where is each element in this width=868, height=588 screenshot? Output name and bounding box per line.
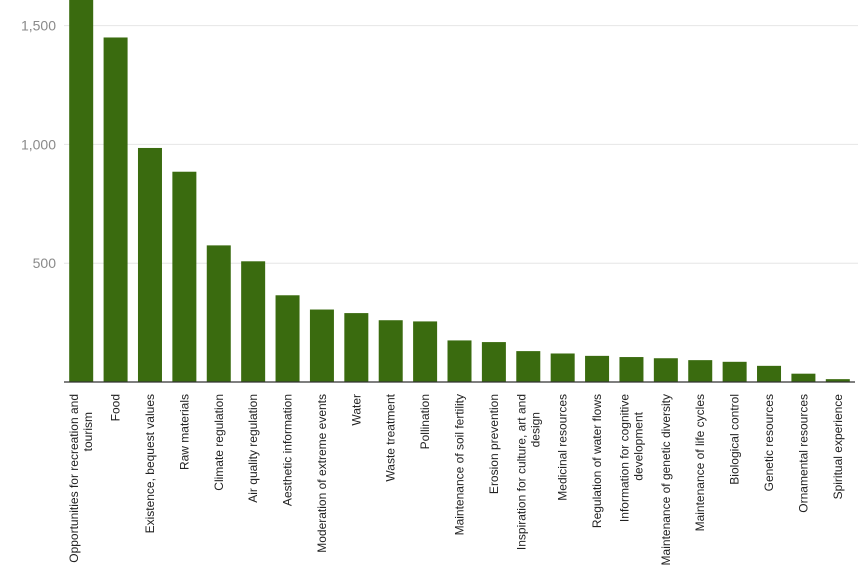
y-tick-label: 1,500 xyxy=(21,18,56,34)
y-axis-tick-labels: 500 1,000 1,500 xyxy=(21,18,56,272)
bar xyxy=(791,373,816,382)
x-category-label: Moderation of extreme events xyxy=(315,394,329,553)
x-category-label: Aesthetic information xyxy=(281,394,295,506)
bar xyxy=(550,353,575,382)
x-category-label: Maintenance of soil fertility xyxy=(453,394,467,535)
x-category-label: Medicinal resources xyxy=(556,394,570,501)
bar xyxy=(241,261,266,382)
bar xyxy=(344,313,369,382)
x-category-label: Food xyxy=(109,394,123,421)
bar xyxy=(413,321,438,382)
x-category-label: Existence, bequest values xyxy=(143,394,157,533)
bar xyxy=(619,357,644,382)
x-category-label: Regulation of water flows xyxy=(590,394,604,528)
bar xyxy=(757,365,782,382)
bar xyxy=(481,342,506,382)
x-category-label: Spiritual experience xyxy=(831,394,845,500)
bar xyxy=(137,147,162,382)
x-category-label: Ornamental resources xyxy=(796,394,810,513)
x-category-label: Waste treatment xyxy=(384,393,398,481)
x-category-label: Opportunities for recreation andtourism xyxy=(67,394,95,563)
x-category-label: Water xyxy=(349,394,363,426)
x-category-label: Erosion prevention xyxy=(487,394,501,494)
bar xyxy=(206,245,231,382)
x-category-label: Biological control xyxy=(728,394,742,485)
bars xyxy=(69,0,850,382)
bar xyxy=(275,295,300,382)
y-tick-label: 1,000 xyxy=(21,136,56,152)
x-category-label: Maintenance of life cycles xyxy=(693,394,707,531)
x-category-label: Climate regulation xyxy=(212,394,226,491)
bar xyxy=(309,309,334,382)
x-category-label: Maintenance of genetic diversity xyxy=(659,394,673,565)
bar xyxy=(172,171,197,382)
x-category-label: Raw materials xyxy=(177,394,191,470)
bar xyxy=(722,361,747,382)
x-category-label: Air quality regulation xyxy=(246,394,260,503)
x-category-label: Inspiration for culture, art anddesign xyxy=(514,394,542,550)
bar xyxy=(378,320,403,382)
x-category-label: Genetic resources xyxy=(762,394,776,491)
bar xyxy=(69,0,94,382)
bar xyxy=(825,379,850,382)
bar xyxy=(585,355,610,382)
bar xyxy=(516,351,541,382)
bar xyxy=(447,340,472,382)
bar xyxy=(103,37,128,382)
bar xyxy=(688,360,713,382)
x-category-label: Pollination xyxy=(418,394,432,449)
bar xyxy=(653,358,678,382)
y-tick-label: 500 xyxy=(33,255,57,271)
x-axis-category-labels: Opportunities for recreation andtourism F… xyxy=(67,393,845,565)
x-category-label: Information for cognitivedevelopment xyxy=(617,394,645,522)
